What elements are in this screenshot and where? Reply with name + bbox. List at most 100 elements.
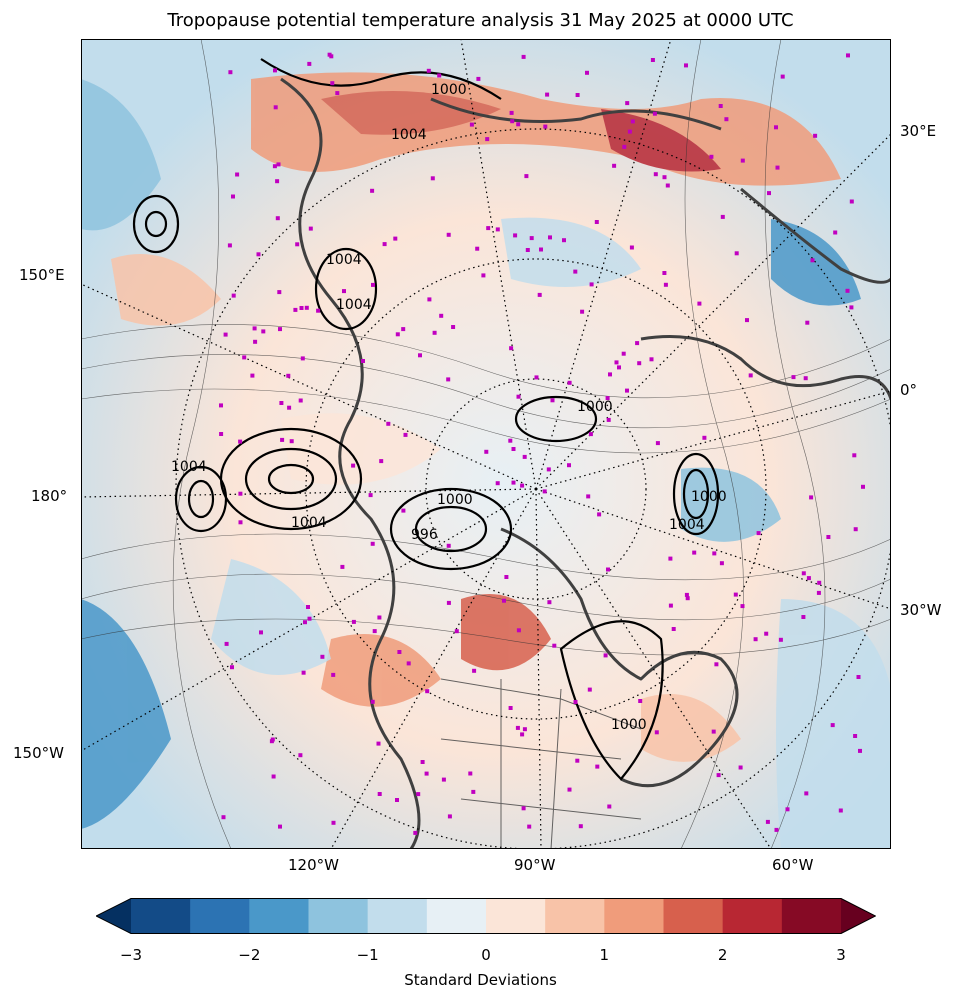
station-marker xyxy=(495,227,500,232)
pressure-contours xyxy=(132,58,720,781)
station-marker xyxy=(575,93,580,97)
station-marker xyxy=(774,125,778,130)
station-marker xyxy=(420,760,425,764)
station-marker xyxy=(275,179,280,184)
station-marker xyxy=(316,308,321,313)
station-marker xyxy=(826,535,831,539)
station-marker xyxy=(307,616,312,621)
station-marker xyxy=(320,654,325,659)
station-marker xyxy=(629,245,634,250)
station-marker xyxy=(547,600,552,605)
lon-label-90w: 90°W xyxy=(514,856,556,874)
isobar-label: 1000 xyxy=(437,492,473,508)
station-marker xyxy=(331,820,336,825)
colorbar-extend-low xyxy=(96,898,131,934)
station-marker xyxy=(277,290,282,295)
station-marker xyxy=(767,191,771,196)
colorbar-tick-label: 0 xyxy=(481,946,491,964)
station-marker xyxy=(454,629,459,634)
station-marker xyxy=(712,551,717,556)
station-marker xyxy=(524,174,529,179)
station-marker xyxy=(612,163,617,168)
station-marker xyxy=(649,357,654,362)
station-marker xyxy=(252,326,257,331)
station-marker xyxy=(469,122,474,127)
station-marker xyxy=(495,481,500,486)
station-marker xyxy=(608,372,612,377)
station-marker xyxy=(335,91,340,96)
station-marker xyxy=(567,463,571,468)
station-marker xyxy=(520,732,525,737)
station-marker xyxy=(692,550,697,555)
station-marker xyxy=(256,252,261,257)
station-markers xyxy=(219,52,865,835)
isentrope-contours xyxy=(81,39,891,849)
station-marker xyxy=(446,232,451,237)
station-marker xyxy=(552,643,557,648)
lon-label-30e: 30°E xyxy=(900,122,937,140)
station-marker xyxy=(276,162,281,167)
station-marker xyxy=(650,58,655,62)
station-marker xyxy=(614,360,619,365)
station-marker xyxy=(585,70,589,75)
isobar-label: 996 xyxy=(411,527,438,543)
isobar-label: 1004 xyxy=(326,252,362,268)
station-marker xyxy=(476,76,481,81)
station-marker xyxy=(279,401,284,405)
station-marker xyxy=(224,641,229,646)
station-marker xyxy=(425,689,430,694)
station-marker xyxy=(709,154,714,159)
map-canvas: 1000 1004 1004 1004 1004 1000 1000 1004 … xyxy=(81,39,891,849)
station-marker xyxy=(714,662,719,667)
station-marker xyxy=(805,320,810,325)
station-marker xyxy=(588,432,593,437)
station-marker xyxy=(481,273,486,278)
station-marker xyxy=(817,580,822,585)
colorbar-segment xyxy=(190,898,250,934)
station-marker xyxy=(406,661,411,666)
station-marker xyxy=(845,288,850,293)
station-marker xyxy=(275,216,280,221)
station-marker xyxy=(401,508,406,513)
station-marker xyxy=(654,730,659,735)
station-marker xyxy=(522,454,527,459)
colorbar-segment xyxy=(426,898,487,934)
station-marker xyxy=(861,484,865,489)
station-marker xyxy=(534,375,539,380)
station-marker xyxy=(351,463,356,468)
station-marker xyxy=(617,365,621,370)
station-marker xyxy=(269,739,274,744)
station-marker xyxy=(273,105,278,110)
station-marker xyxy=(446,543,451,548)
station-marker xyxy=(368,493,373,498)
station-marker xyxy=(432,330,437,335)
station-marker xyxy=(606,417,611,422)
station-marker xyxy=(413,830,418,835)
colorbar-outline xyxy=(94,898,877,934)
colorbar-segment xyxy=(781,898,842,934)
colorbar-segment xyxy=(308,898,369,934)
station-marker xyxy=(219,432,224,436)
isobar-label: 1004 xyxy=(336,297,372,313)
station-marker xyxy=(740,604,745,609)
station-marker xyxy=(508,706,513,710)
station-marker xyxy=(370,541,375,546)
colorbar-segment xyxy=(367,898,428,934)
station-marker xyxy=(372,629,377,634)
station-marker xyxy=(516,628,521,633)
colorbar-segment xyxy=(249,898,309,934)
station-marker xyxy=(587,687,592,692)
station-marker xyxy=(594,220,599,224)
station-marker xyxy=(637,361,642,366)
station-marker xyxy=(424,771,429,776)
isobar-label: 1000 xyxy=(611,717,647,733)
station-marker xyxy=(331,672,336,677)
station-marker xyxy=(702,435,707,440)
pressure-labels: 1000 1004 1004 1004 1004 1000 1000 1004 … xyxy=(171,82,727,733)
station-marker xyxy=(242,355,247,360)
station-marker xyxy=(745,318,749,323)
station-marker xyxy=(271,774,276,779)
station-marker xyxy=(221,815,226,820)
station-marker xyxy=(340,564,345,569)
colorbar-tick-label: 1 xyxy=(599,946,610,964)
